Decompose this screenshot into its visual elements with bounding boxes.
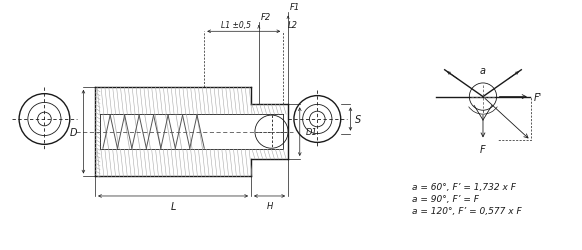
Text: a = 90°, F’ = F: a = 90°, F’ = F [412, 194, 479, 203]
Text: a = 60°, F’ = 1,732 x F: a = 60°, F’ = 1,732 x F [412, 182, 516, 192]
Text: F2: F2 [261, 12, 271, 22]
Text: F': F' [534, 92, 542, 102]
Text: F1: F1 [290, 3, 300, 12]
Text: a: a [480, 66, 486, 76]
Text: F: F [480, 145, 486, 155]
Text: L1 ±0,5: L1 ±0,5 [221, 21, 251, 30]
Text: H: H [267, 201, 273, 210]
Text: D: D [70, 127, 77, 137]
Text: a = 120°, F’ = 0,577 x F: a = 120°, F’ = 0,577 x F [412, 206, 521, 215]
Text: S: S [356, 114, 361, 124]
Text: D1: D1 [306, 128, 318, 136]
Text: L2: L2 [288, 21, 298, 30]
Text: L: L [171, 201, 176, 211]
